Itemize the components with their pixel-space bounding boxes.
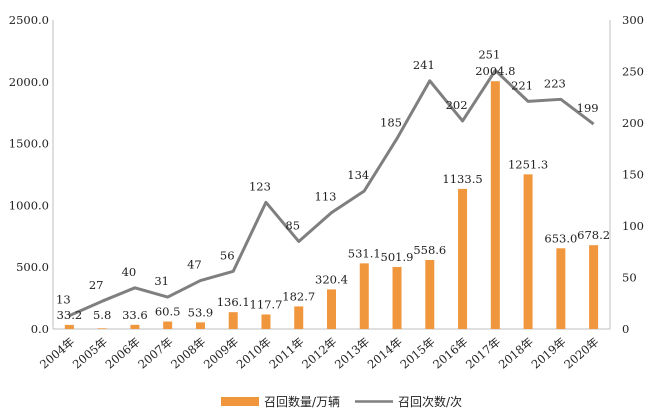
bar <box>523 174 533 329</box>
y-right-tick-label: 0 <box>622 322 629 336</box>
x-tick-label: 2006年 <box>103 335 143 372</box>
line-data-label: 13 <box>56 293 71 307</box>
bar <box>589 245 599 329</box>
line-data-label: 185 <box>380 115 402 129</box>
y-left-tick-label: 500.0 <box>16 260 49 274</box>
x-tick-label: 2011年 <box>266 335 306 372</box>
bar-data-label: 53.9 <box>188 305 214 319</box>
bar-data-label: 33.6 <box>122 308 148 322</box>
line-data-label: 199 <box>577 101 599 115</box>
line-data-label: 27 <box>89 278 104 292</box>
legend-swatch-bars <box>221 397 259 406</box>
bar <box>195 322 205 329</box>
x-tick-label: 2012年 <box>299 335 339 372</box>
bar-data-label: 136.1 <box>217 295 250 309</box>
bar <box>228 312 238 329</box>
y-right-tick-label: 100 <box>622 219 644 233</box>
bar-data-label: 501.9 <box>381 250 414 264</box>
bar <box>97 328 107 329</box>
line-data-label: 85 <box>285 218 300 232</box>
x-tick-label: 2009年 <box>201 335 241 372</box>
y-right-tick-label: 300 <box>622 13 644 27</box>
line-data-label: 241 <box>413 58 435 72</box>
x-tick-label: 2014年 <box>365 335 405 372</box>
bar <box>327 289 336 329</box>
x-tick-label: 2016年 <box>430 335 470 372</box>
bar <box>261 314 271 329</box>
x-tick-label: 2008年 <box>168 335 208 372</box>
legend-label-line: 召回次数/次 <box>398 394 462 409</box>
y-left-tick-label: 0.0 <box>31 322 49 336</box>
x-tick-label: 2010年 <box>234 335 274 372</box>
line-data-label: 113 <box>315 190 337 204</box>
bar <box>556 248 566 329</box>
bar-data-label: 653.0 <box>544 231 577 245</box>
y-left-tick-label: 1500.0 <box>9 137 49 151</box>
bar-data-label: 1133.5 <box>442 172 482 186</box>
bar-data-label: 531.1 <box>348 246 381 260</box>
line-data-label: 202 <box>446 98 468 112</box>
bar-data-label: 678.2 <box>577 228 610 242</box>
line-data-label: 56 <box>220 248 235 262</box>
bar-data-label: 558.6 <box>413 243 446 257</box>
bar-data-label: 5.8 <box>93 308 111 322</box>
y-left-tick-label: 2000.0 <box>9 75 49 89</box>
bar-data-label: 60.5 <box>155 305 181 319</box>
y-right-tick-label: 200 <box>622 116 644 130</box>
bar <box>163 321 173 329</box>
y-left-tick-label: 1000.0 <box>9 198 49 212</box>
line-data-label: 31 <box>154 274 169 288</box>
x-tick-label: 2007年 <box>135 335 175 372</box>
x-tick-label: 2013年 <box>332 335 372 372</box>
x-tick-label: 2017年 <box>463 335 503 372</box>
line-data-label: 221 <box>511 78 533 92</box>
legend: 召回数量/万辆 召回次数/次 <box>221 394 462 409</box>
line-data-label: 47 <box>187 258 202 272</box>
x-tick-label: 2004年 <box>37 335 77 372</box>
x-tick-label: 2018年 <box>496 335 536 372</box>
line-data-label: 134 <box>347 168 369 182</box>
bar <box>130 324 140 329</box>
y-left-tick-label: 2500.0 <box>9 13 49 27</box>
line-data-label: 251 <box>478 47 500 61</box>
bar <box>425 259 435 329</box>
x-tick-label: 2020年 <box>561 335 601 372</box>
bar <box>392 266 402 329</box>
y-right-tick-label: 250 <box>622 65 644 79</box>
bar-data-label: 1251.3 <box>508 157 548 171</box>
line-data-label: 40 <box>122 265 137 279</box>
x-tick-label: 2005年 <box>70 335 110 372</box>
bar <box>490 81 500 329</box>
bar <box>359 263 369 329</box>
recall-volume-bars <box>64 81 599 329</box>
line-data-label: 123 <box>249 179 271 193</box>
x-tick-label: 2019年 <box>529 335 569 372</box>
y-right-tick-label: 150 <box>622 168 644 182</box>
legend-label-bars: 召回数量/万辆 <box>264 394 340 409</box>
x-tick-label: 2015年 <box>397 335 437 372</box>
bar <box>64 324 74 329</box>
bar-data-label: 117.7 <box>250 297 283 311</box>
bar <box>458 188 468 329</box>
bar-data-label: 320.4 <box>315 272 348 286</box>
line-data-label: 223 <box>544 76 566 90</box>
bar-data-label: 2004.8 <box>475 64 515 78</box>
recall-count-line <box>68 68 595 317</box>
bar-data-label: 33.2 <box>57 308 83 322</box>
bar-data-label: 182.7 <box>282 289 315 303</box>
y-right-tick-label: 50 <box>622 271 637 285</box>
bar <box>294 306 304 329</box>
